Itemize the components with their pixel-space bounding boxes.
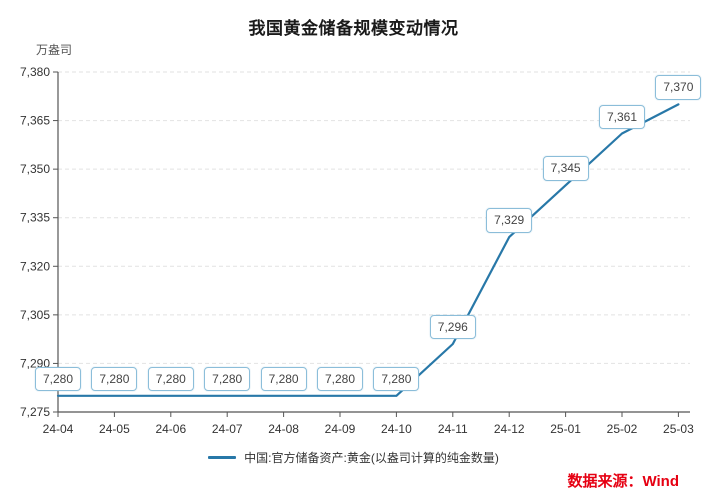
x-tick-label: 24-06 (155, 422, 186, 436)
data-label: 7,280 (147, 366, 194, 392)
y-tick-label: 7,275 (20, 405, 50, 419)
data-label: 7,296 (429, 315, 476, 340)
data-label: 7,280 (34, 366, 82, 392)
x-tick-label: 25-02 (607, 422, 638, 436)
legend: 中国:官方储备资产:黄金(以盎司计算的纯金数量) (0, 449, 707, 466)
x-tick-label: 24-05 (99, 422, 130, 436)
y-tick-label: 7,380 (20, 65, 50, 79)
x-tick-label: 25-03 (663, 422, 694, 436)
x-tick-label: 24-11 (438, 422, 468, 436)
x-tick-label: 24-07 (212, 422, 243, 436)
x-tick-label: 24-10 (381, 422, 412, 436)
data-label: 7,361 (598, 104, 646, 129)
y-tick-label: 7,350 (20, 162, 50, 176)
y-tick-label: 7,305 (20, 308, 50, 322)
data-label: 7,280 (373, 366, 420, 392)
series-line (56, 103, 680, 397)
data-label: 7,280 (260, 366, 307, 392)
data-label: 7,280 (91, 366, 138, 392)
data-source-label: 数据来源：Wind (567, 473, 679, 490)
data-label: 7,370 (655, 75, 702, 100)
y-axis-unit-label: 万盎司 (36, 43, 73, 57)
data-label: 7,280 (316, 366, 364, 392)
y-tick-label: 7,320 (20, 259, 50, 273)
data-label: 7,329 (486, 208, 533, 233)
x-tick-label: 24-08 (268, 422, 299, 436)
legend-line-marker (208, 456, 237, 459)
x-tick-label: 25-01 (550, 422, 581, 436)
x-tick-label: 24-12 (494, 422, 525, 436)
chart-title: 我国黄金储备规模变动情况 (248, 19, 459, 38)
x-tick-label: 24-09 (325, 422, 356, 436)
data-label: 7,345 (542, 156, 589, 181)
y-tick-label: 7,365 (20, 114, 50, 128)
data-label: 7,280 (204, 366, 251, 392)
legend-label: 中国:官方储备资产:黄金(以盎司计算的纯金数量) (244, 451, 499, 465)
x-tick-label: 24-04 (43, 422, 74, 436)
y-tick-label: 7,335 (20, 211, 50, 225)
